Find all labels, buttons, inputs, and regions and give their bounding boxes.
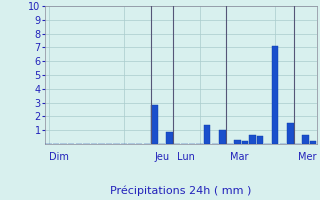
Bar xyxy=(151,105,157,144)
Bar xyxy=(234,140,241,144)
Bar xyxy=(302,135,309,144)
Text: Dim: Dim xyxy=(49,152,68,162)
Bar xyxy=(242,141,248,144)
Bar xyxy=(166,132,173,144)
Bar xyxy=(272,46,278,144)
Text: Lun: Lun xyxy=(177,152,195,162)
Bar xyxy=(310,141,316,144)
Bar xyxy=(249,135,256,144)
Text: Précipitations 24h ( mm ): Précipitations 24h ( mm ) xyxy=(110,186,252,196)
Bar xyxy=(204,125,211,144)
Bar xyxy=(257,136,263,144)
Text: Jeu: Jeu xyxy=(154,152,170,162)
Bar xyxy=(287,123,293,144)
Text: Mer: Mer xyxy=(298,152,316,162)
Bar xyxy=(219,130,226,144)
Text: Mar: Mar xyxy=(230,152,248,162)
